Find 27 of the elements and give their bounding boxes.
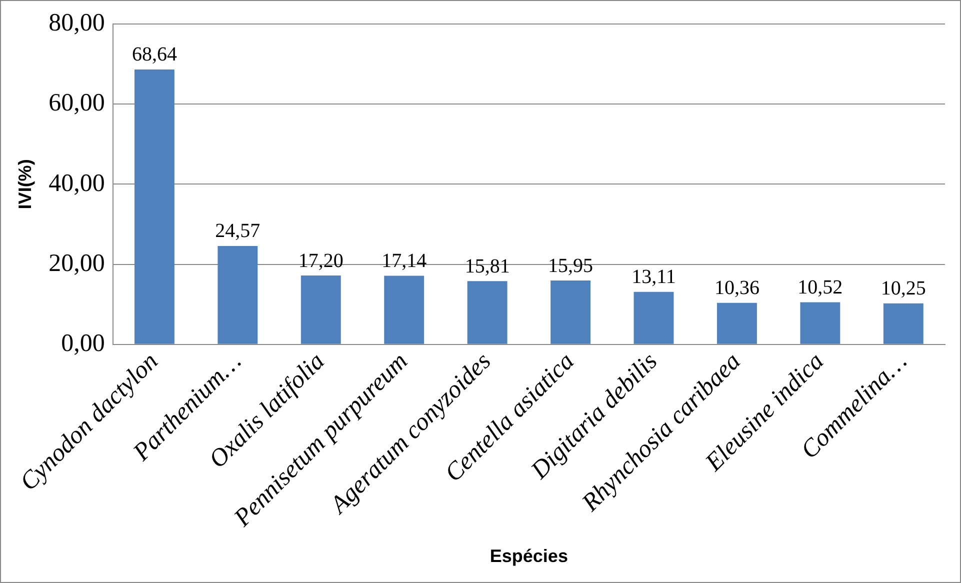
x-axis-title: Espécies (490, 546, 568, 566)
data-label: 10,52 (798, 276, 843, 298)
data-label: 10,36 (714, 277, 760, 300)
bar (300, 276, 341, 344)
data-label: 15,95 (548, 254, 594, 277)
y-tick-label: 20,00 (48, 250, 105, 277)
data-label: 13,11 (632, 266, 676, 288)
data-label: 15,81 (464, 255, 510, 278)
y-axis-title: IVI(%) (14, 159, 35, 210)
bar (384, 276, 424, 344)
bar (800, 302, 840, 344)
bar (467, 281, 508, 344)
bar (716, 302, 757, 344)
y-tick-label: 80,00 (48, 10, 105, 37)
data-label: 17,14 (382, 250, 427, 272)
bar (218, 246, 258, 344)
bar (550, 280, 591, 344)
data-label: 24,57 (215, 220, 260, 242)
bar (134, 69, 174, 344)
data-label: 17,20 (298, 250, 344, 272)
bar (634, 292, 674, 344)
y-tick-label: 0,00 (61, 330, 105, 357)
y-tick-label: 60,00 (48, 90, 105, 117)
data-label: 68,64 (132, 44, 177, 66)
y-tick-label: 40,00 (48, 170, 105, 197)
bar (883, 303, 924, 344)
data-label: 10,25 (880, 278, 926, 300)
